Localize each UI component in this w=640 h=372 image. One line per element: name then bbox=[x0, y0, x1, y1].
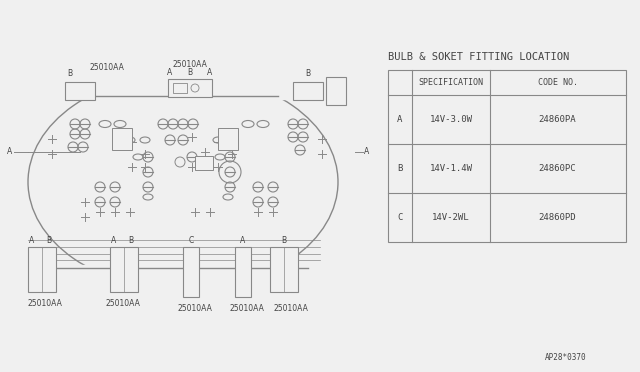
Text: BULB & SOKET FITTING LOCATION: BULB & SOKET FITTING LOCATION bbox=[388, 52, 569, 62]
Text: A: A bbox=[207, 68, 212, 77]
Text: B: B bbox=[305, 69, 310, 78]
Text: 25010AA: 25010AA bbox=[105, 299, 140, 308]
Text: A: A bbox=[364, 148, 370, 157]
Text: B: B bbox=[67, 69, 72, 78]
Bar bbox=[33, 265, 333, 300]
Bar bbox=[293, 82, 323, 100]
Bar bbox=[28, 247, 56, 292]
Text: 24860PA: 24860PA bbox=[538, 115, 575, 124]
Text: 24860PC: 24860PC bbox=[538, 164, 575, 173]
Text: B: B bbox=[129, 236, 134, 245]
Bar bbox=[173, 83, 187, 93]
Text: 25010AA: 25010AA bbox=[173, 60, 207, 69]
Text: 14V-2WL: 14V-2WL bbox=[432, 213, 470, 222]
Bar bbox=[112, 128, 132, 150]
Bar bbox=[510, 213, 524, 222]
Bar bbox=[388, 70, 626, 242]
Bar bbox=[503, 214, 508, 221]
Text: 24860PD: 24860PD bbox=[538, 213, 575, 222]
Text: B: B bbox=[47, 236, 52, 245]
Bar bbox=[65, 82, 95, 100]
Text: A: A bbox=[168, 68, 173, 77]
Text: 14V-3.0W: 14V-3.0W bbox=[429, 115, 472, 124]
Text: 14V-1.4W: 14V-1.4W bbox=[429, 164, 472, 173]
Text: SPECIFICATION: SPECIFICATION bbox=[419, 78, 483, 87]
Bar bbox=[270, 247, 298, 292]
Text: AP28*0370: AP28*0370 bbox=[545, 353, 587, 362]
Text: CODE NO.: CODE NO. bbox=[538, 78, 578, 87]
Bar bbox=[235, 247, 251, 297]
Bar bbox=[503, 116, 508, 123]
Text: 25010AA: 25010AA bbox=[178, 304, 213, 313]
Bar bbox=[168, 79, 212, 97]
Text: 25010AA: 25010AA bbox=[90, 63, 125, 72]
Text: A: A bbox=[241, 236, 246, 245]
Text: B: B bbox=[188, 68, 193, 77]
Text: A: A bbox=[29, 236, 35, 245]
Bar bbox=[110, 247, 138, 292]
Text: B: B bbox=[282, 236, 287, 245]
Text: 25010AA: 25010AA bbox=[28, 299, 63, 308]
Text: A: A bbox=[397, 115, 403, 124]
Text: B: B bbox=[397, 164, 403, 173]
Bar bbox=[183, 247, 199, 297]
Text: 25010AA: 25010AA bbox=[273, 304, 308, 313]
Text: A: A bbox=[111, 236, 116, 245]
Bar bbox=[218, 128, 238, 150]
Bar bbox=[510, 164, 524, 173]
Text: C: C bbox=[397, 213, 403, 222]
Bar bbox=[195, 156, 213, 170]
Text: A: A bbox=[8, 148, 13, 157]
Bar bbox=[326, 77, 346, 105]
Text: 25010AA: 25010AA bbox=[230, 304, 265, 313]
Bar bbox=[503, 165, 508, 172]
Text: C: C bbox=[188, 236, 194, 245]
Bar bbox=[33, 59, 333, 99]
Bar bbox=[510, 115, 524, 124]
